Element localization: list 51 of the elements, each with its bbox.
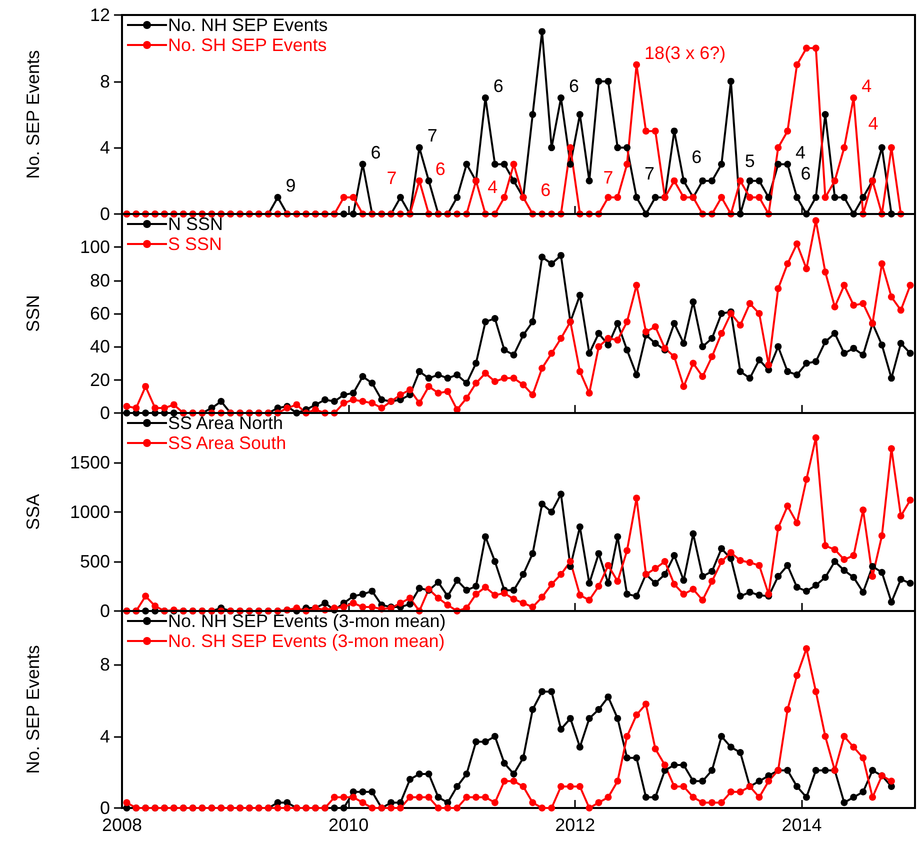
y-tick-label: 0 [100, 403, 110, 423]
annotation: 4 [796, 142, 806, 162]
legend-label: SS Area South [168, 433, 286, 453]
legend-label: S SSN [168, 234, 222, 254]
y-tick-label: 0 [100, 204, 110, 224]
y-tick-label: 4 [100, 726, 110, 746]
y-axis-title: SSA [23, 494, 43, 530]
y-tick-label: 12 [90, 5, 110, 25]
y-tick-label: 1000 [70, 502, 110, 522]
y-axis-title: SSN [23, 294, 43, 332]
y-tick-label: 40 [90, 336, 110, 357]
annotation: 7 [644, 163, 655, 184]
y-tick-label: 0 [100, 601, 110, 621]
x-tick-label: 2010 [328, 815, 369, 835]
annotation: 5 [744, 150, 755, 171]
annotation: 6 [568, 76, 579, 96]
annotation: 6 [435, 158, 446, 179]
annotation: 4 [868, 114, 878, 134]
legend-label: No. NH SEP Events [168, 15, 328, 35]
annotation: 6 [800, 163, 811, 184]
x-tick-label: 2008 [102, 815, 142, 835]
y-axis-title: No. SEP Events [23, 645, 43, 774]
y-tick-label: 100 [80, 237, 110, 258]
y-tick-label: 80 [90, 270, 110, 290]
y-tick-label: 0 [100, 798, 110, 818]
x-tick-label: 2014 [782, 815, 822, 835]
annotation: 7 [427, 126, 438, 146]
legend-label: N SSN [168, 214, 224, 234]
annotation: 6 [540, 180, 551, 200]
x-tick-label: 2012 [555, 815, 596, 835]
y-tick-label: 60 [90, 304, 110, 324]
annotation: 4 [862, 76, 872, 96]
annotation: 9 [286, 175, 296, 196]
annotation: 4 [488, 177, 498, 197]
annotation: 6 [370, 142, 381, 162]
y-tick-label: 8 [100, 654, 110, 675]
legend-label: No. NH SEP Events (3-mon mean) [168, 611, 446, 631]
annotation: 6 [493, 76, 504, 96]
annotation: 7 [386, 168, 397, 188]
y-tick-label: 1500 [70, 452, 110, 472]
y-tick-label: 500 [80, 552, 110, 572]
y-axis-title: No. SEP Events [23, 50, 43, 179]
legend-label: No. SH SEP Events [168, 35, 327, 55]
y-tick-label: 20 [90, 370, 110, 390]
legend-label: SS Area North [168, 413, 284, 433]
y-tick-label: 4 [100, 138, 110, 158]
legend-label: No. SH SEP Events (3-mon mean) [168, 631, 445, 651]
annotation: 18(3 x 6?) [644, 42, 726, 63]
annotation: 6 [692, 146, 702, 167]
y-tick-label: 8 [100, 71, 110, 92]
annotation: 7 [603, 167, 614, 188]
